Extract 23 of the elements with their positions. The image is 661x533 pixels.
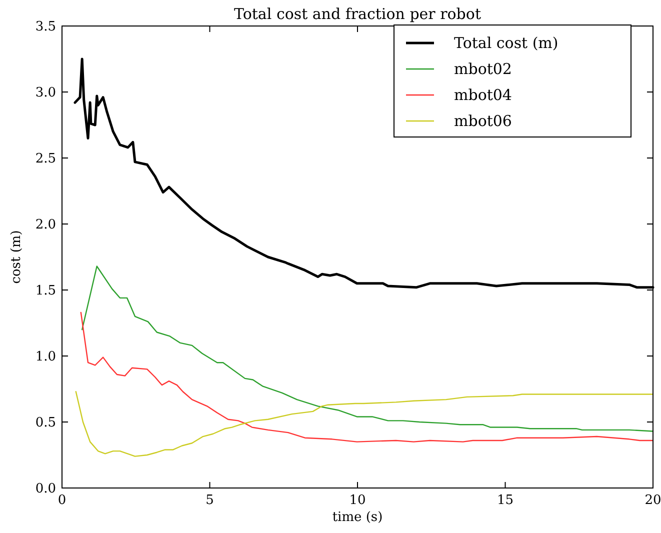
y-tick-label: 2.0 xyxy=(35,218,56,232)
y-tick-label: 1.5 xyxy=(35,284,56,298)
line-series xyxy=(81,266,654,432)
x-tick-label: 10 xyxy=(349,493,366,508)
x-tick-label: 0 xyxy=(58,493,66,508)
chart-title: Total cost and fraction per robot xyxy=(234,5,481,23)
y-tick-label: 3.5 xyxy=(35,20,56,34)
legend-label: mbot04 xyxy=(454,86,512,104)
legend-label: Total cost (m) xyxy=(454,34,558,52)
y-tick-label: 1.0 xyxy=(35,350,56,364)
x-tick-label: 15 xyxy=(496,493,514,508)
x-tick-label: 5 xyxy=(206,493,214,508)
legend-label: mbot06 xyxy=(454,112,512,130)
line-series xyxy=(75,391,654,457)
y-tick-label: 0.5 xyxy=(35,416,56,430)
y-tick-label: 0.0 xyxy=(35,482,56,496)
x-axis-title: time (s) xyxy=(332,510,383,525)
legend-label: mbot02 xyxy=(454,60,512,78)
line-series xyxy=(80,312,654,442)
y-tick-label: 2.5 xyxy=(35,152,56,166)
y-tick-label: 3.0 xyxy=(35,86,56,100)
y-axis-title: cost (m) xyxy=(9,230,24,284)
x-tick-label: 20 xyxy=(644,493,661,508)
